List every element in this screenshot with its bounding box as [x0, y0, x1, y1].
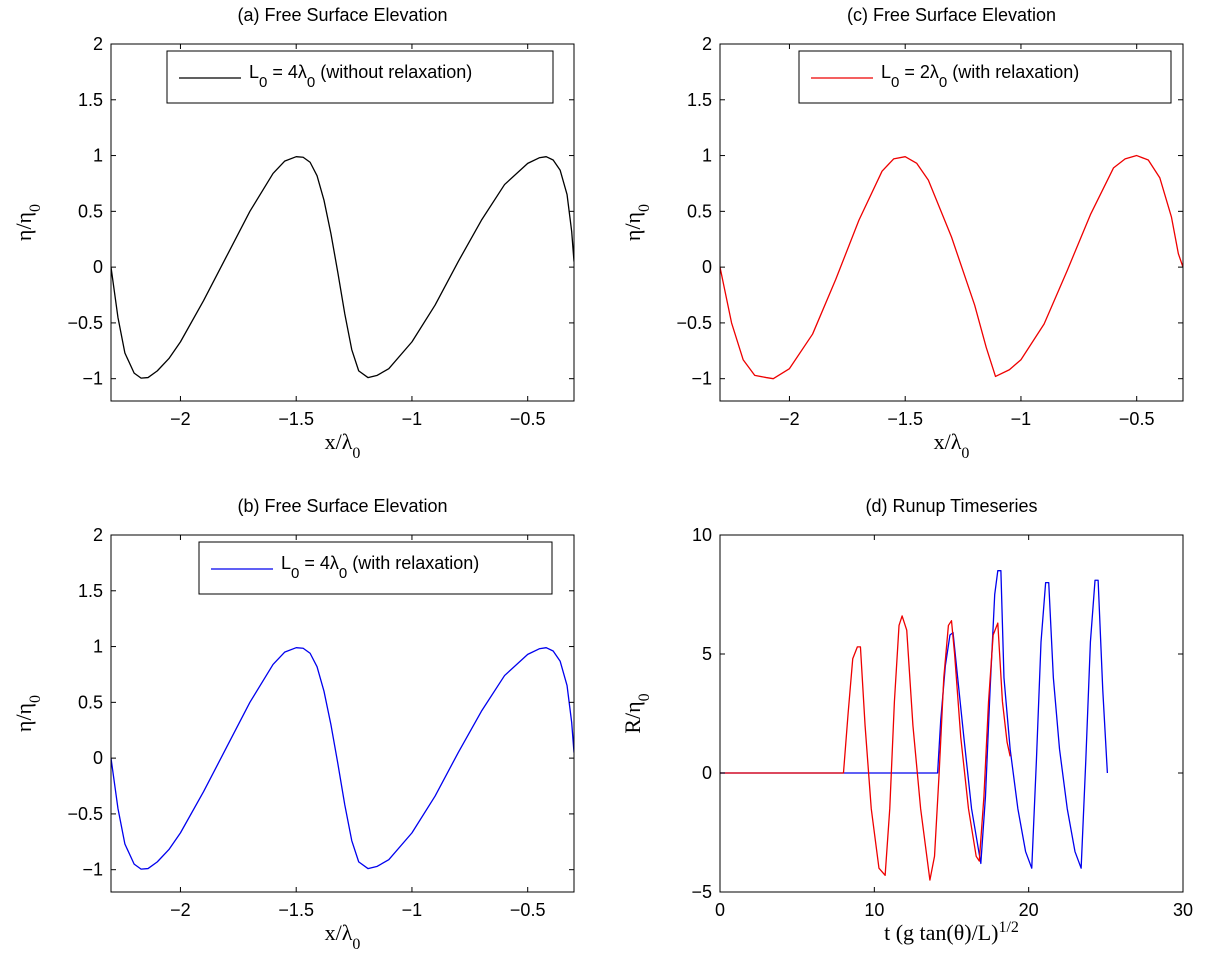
- y-tick-label-a: 1: [93, 146, 103, 166]
- y-tick-label-a: 2: [93, 34, 103, 54]
- x-tick-label-d: 0: [715, 900, 725, 920]
- x-axis-label-d: t (g tan(θ)/L)1/2: [884, 919, 1019, 946]
- panels-group: (a) Free Surface Elevation −2 −1.5 −1 −0.5 −1…: [11, 5, 1193, 953]
- y-tick-label-b: 0.5: [78, 692, 103, 712]
- chart-title-b: (b) Free Surface Elevation: [237, 496, 447, 516]
- y-tick-label-b: −0.5: [67, 804, 103, 824]
- chart-title-c: (c) Free Surface Elevation: [847, 5, 1056, 25]
- y-tick-label-c: −1: [691, 369, 712, 389]
- y-tick-label-b: 0: [93, 748, 103, 768]
- y-tick-label-a: 0: [93, 257, 103, 277]
- y-axis-label-a: η/η0: [11, 204, 44, 241]
- y-axis-label-b: η/η0: [11, 695, 44, 732]
- legend-box-b: [198, 541, 553, 595]
- x-tick-label-b: −2: [170, 900, 191, 920]
- axes-frame-b: [110, 534, 575, 893]
- y-axis-label-d: R/η0: [620, 693, 653, 733]
- y-tick-label-c: 0: [702, 257, 712, 277]
- y-tick-label-d: −5: [691, 882, 712, 902]
- series-line-c-0: [720, 154, 1183, 380]
- legend-box-c: [798, 50, 1172, 104]
- legend-label-a: L0 = 4λ0 (without relaxation): [249, 62, 472, 91]
- y-tick-label-a: −0.5: [67, 313, 103, 333]
- x-tick-label-c: −2: [779, 409, 800, 429]
- x-tick-label-a: −2: [170, 409, 191, 429]
- y-tick-label-c: 1.5: [687, 90, 712, 110]
- y-tick-label-c: 2: [702, 34, 712, 54]
- y-tick-label-d: 5: [702, 644, 712, 664]
- series-line-d-0: [720, 570, 1109, 869]
- axes-frame-d: [719, 534, 1184, 893]
- x-tick-label-d: 10: [864, 900, 884, 920]
- y-tick-label-c: 0.5: [687, 201, 712, 221]
- series-line-d-1: [720, 615, 1011, 881]
- x-tick-label-d: 20: [1019, 900, 1039, 920]
- panel-a: (a) Free Surface Elevation −2 −1.5 −1 −0.5 −1…: [11, 5, 575, 462]
- x-tick-label-c: −1: [1011, 409, 1032, 429]
- x-tick-label-c: −1.5: [887, 409, 923, 429]
- chart-title-d: (d) Runup Timeseries: [865, 496, 1037, 516]
- y-tick-label-a: 0.5: [78, 201, 103, 221]
- y-tick-label-d: 10: [692, 525, 712, 545]
- series-line-b-0: [111, 647, 574, 870]
- chart-title-a: (a) Free Surface Elevation: [237, 5, 447, 25]
- panel-b: (b) Free Surface Elevation −2 −1.5 −1 −0.5 −1…: [11, 496, 575, 953]
- x-tick-label-c: −0.5: [1119, 409, 1155, 429]
- y-tick-label-c: −0.5: [676, 313, 712, 333]
- legend-label-c: L0 = 2λ0 (with relaxation): [881, 62, 1079, 91]
- x-axis-label-b: x/λ0: [325, 920, 361, 953]
- y-tick-label-b: −1: [82, 860, 103, 880]
- x-axis-label-a: x/λ0: [325, 429, 361, 462]
- axes-frame-c: [719, 43, 1184, 402]
- x-tick-label-b: −1: [402, 900, 423, 920]
- y-tick-label-c: 1: [702, 146, 712, 166]
- axes-frame-a: [110, 43, 575, 402]
- x-tick-label-b: −1.5: [278, 900, 314, 920]
- x-tick-label-a: −1.5: [278, 409, 314, 429]
- y-tick-label-b: 1.5: [78, 581, 103, 601]
- legend-label-b: L0 = 4λ0 (with relaxation): [281, 553, 479, 582]
- x-axis-label-c: x/λ0: [934, 429, 970, 462]
- y-tick-label-a: 1.5: [78, 90, 103, 110]
- legend-box-a: [166, 50, 554, 104]
- series-line-a-0: [111, 156, 574, 379]
- y-tick-label-b: 1: [93, 637, 103, 657]
- y-tick-label-d: 0: [702, 763, 712, 783]
- x-tick-label-a: −0.5: [510, 409, 546, 429]
- y-tick-label-b: 2: [93, 525, 103, 545]
- y-axis-label-c: η/η0: [620, 204, 653, 241]
- y-tick-label-a: −1: [82, 369, 103, 389]
- x-tick-label-b: −0.5: [510, 900, 546, 920]
- x-tick-label-d: 30: [1173, 900, 1193, 920]
- panel-c: (c) Free Surface Elevation −2 −1.5 −1 −0.5 −1…: [620, 5, 1184, 462]
- x-tick-label-a: −1: [402, 409, 423, 429]
